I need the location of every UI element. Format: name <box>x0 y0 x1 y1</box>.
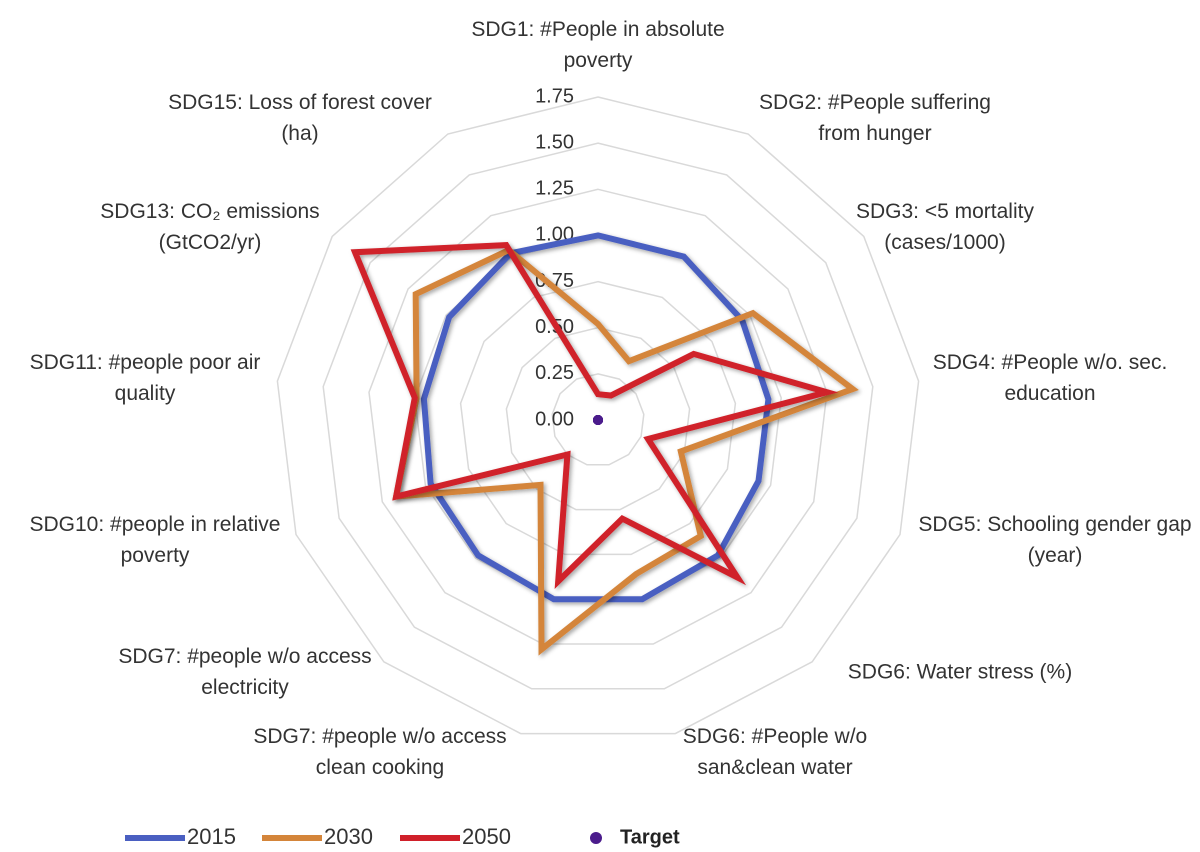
legend-label: 2050 <box>462 824 511 849</box>
grid-ring <box>276 96 920 735</box>
legend-label: 2030 <box>324 824 373 849</box>
series-line <box>350 242 839 589</box>
series-line <box>392 246 859 656</box>
legend-label: 2015 <box>187 824 236 849</box>
category-label: SDG13: CO₂ emissions (GtCO2/yr) <box>100 200 320 254</box>
series-line <box>420 232 772 603</box>
r-tick-label: 0.25 <box>535 362 574 384</box>
category-label: SDG7: #people w/o access electricity <box>118 645 372 699</box>
category-label: SDG15: Loss of forest cover (ha) <box>168 91 432 145</box>
category-label: SDG10: #people in relative poverty <box>29 513 281 567</box>
grid-ring <box>505 326 691 511</box>
grid-ring <box>551 373 645 466</box>
category-label: SDG2: #People suffering from hunger <box>759 91 991 145</box>
r-tick-label: 1.25 <box>535 178 574 200</box>
target-dot <box>593 415 603 425</box>
category-label: SDG3: <5 mortality (cases/1000) <box>856 200 1034 254</box>
category-label: SDG5: Schooling gender gap (year) <box>918 513 1192 567</box>
r-tick-label: 1.75 <box>535 85 574 107</box>
category-label: SDG11: #people poor air quality <box>29 351 261 405</box>
category-label: SDG6: Water stress (%) <box>847 660 1073 684</box>
grid-ring <box>459 280 737 556</box>
r-tick-label: 0.00 <box>535 408 574 430</box>
category-label: SDG6: #People w/o san&clean water <box>682 725 868 779</box>
category-label: SDG4: #People w/o. sec. education <box>932 351 1168 405</box>
category-label: SDG1: #People in absolute poverty <box>471 18 725 72</box>
r-tick-label: 0.75 <box>535 270 574 292</box>
legend-label: Target <box>620 826 680 848</box>
grid-ring <box>368 188 828 645</box>
r-tick-label: 1.50 <box>535 131 574 153</box>
legend-marker <box>590 832 602 844</box>
category-label: SDG7: #people w/o access clean cooking <box>253 725 507 779</box>
grid-ring <box>322 142 874 690</box>
